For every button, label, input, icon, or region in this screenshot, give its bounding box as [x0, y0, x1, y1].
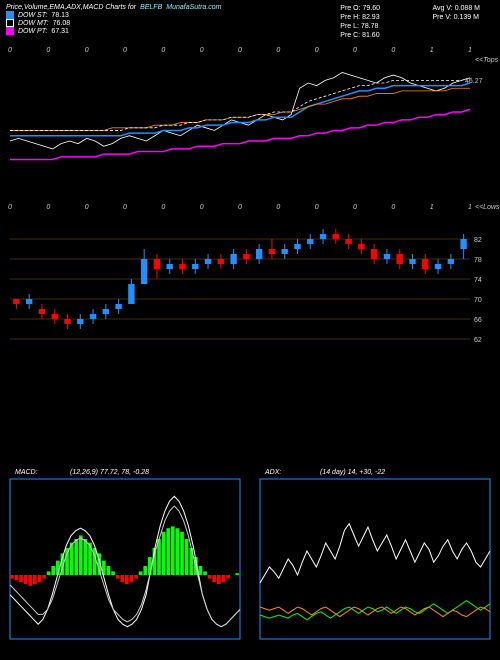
svg-text:82: 82 — [474, 237, 482, 244]
svg-text:0: 0 — [315, 204, 319, 211]
svg-text:74: 74 — [474, 277, 482, 284]
stat-h-label: Pre H: — [340, 14, 360, 21]
svg-text:0: 0 — [353, 204, 357, 211]
svg-text:0: 0 — [161, 47, 165, 54]
svg-text:<<Tops: <<Tops — [475, 57, 499, 64]
stat-o-label: Pre O: — [340, 5, 360, 12]
stat-c-val: 81.60 — [362, 32, 380, 39]
svg-text:0: 0 — [46, 204, 50, 211]
stat-c-label: Pre C: — [340, 32, 360, 39]
svg-text:0: 0 — [161, 204, 165, 211]
svg-text:0: 0 — [391, 204, 395, 211]
svg-text:46.27: 46.27 — [465, 78, 483, 85]
chart-header: Price,Volume,EMA,ADX,MACD Charts for BEL… — [0, 0, 500, 39]
svg-text:0: 0 — [46, 47, 50, 54]
svg-text:0: 0 — [200, 47, 204, 54]
stat-prev-label: Pre V: — [433, 14, 452, 21]
dow-mt-value: 76.08 — [53, 20, 71, 27]
svg-text:0: 0 — [200, 204, 204, 211]
svg-text:0: 0 — [353, 47, 357, 54]
dow-st-label: DOW ST: — [18, 12, 47, 19]
svg-text:(12,26,9) 77.72, 78, -0.28: (12,26,9) 77.72, 78, -0.28 — [70, 469, 149, 476]
svg-text:0: 0 — [85, 47, 89, 54]
svg-text:1: 1 — [468, 47, 472, 54]
stat-avgv-val: 0.088 M — [455, 5, 480, 12]
svg-text:0: 0 — [315, 47, 319, 54]
chart-title-prefix: Price,Volume,EMA,ADX,MACD Charts for — [6, 4, 136, 11]
svg-text:<<Lows: <<Lows — [475, 204, 500, 211]
svg-text:1: 1 — [430, 47, 434, 54]
svg-text:62: 62 — [474, 337, 482, 344]
svg-text:MACD:: MACD: — [15, 469, 38, 476]
ohlc-stats: Pre O: 79.60 Pre H: 82.93 Pre L: 78.78 P… — [340, 4, 380, 40]
svg-text:1: 1 — [430, 204, 434, 211]
stat-o-val: 79.60 — [362, 5, 380, 12]
svg-text:1: 1 — [468, 204, 472, 211]
svg-text:66: 66 — [474, 317, 482, 324]
svg-text:0: 0 — [238, 47, 242, 54]
source-label: MunafaSutra.com — [166, 4, 221, 11]
svg-text:0: 0 — [276, 47, 280, 54]
stat-prev-val: 0.139 M — [454, 14, 479, 21]
svg-text:(14 day) 14, +30, -22: (14 day) 14, +30, -22 — [320, 469, 385, 476]
stat-l-val: 78.78 — [361, 23, 379, 30]
chart-canvas: 0000000000011<<Tops46.270000000000011<<L… — [0, 39, 500, 649]
svg-text:0: 0 — [276, 204, 280, 211]
legend-swatch-st — [6, 11, 14, 19]
svg-text:0: 0 — [85, 204, 89, 211]
dow-st-value: 78.13 — [51, 12, 69, 19]
dow-pt-label: DOW PT: — [18, 28, 47, 35]
dow-mt-label: DOW MT: — [18, 20, 49, 27]
svg-text:ADX:: ADX: — [264, 469, 281, 476]
legend-swatch-mt — [6, 19, 14, 27]
dow-pt-value: 67.31 — [51, 28, 69, 35]
stat-l-label: Pre L: — [340, 23, 359, 30]
volume-stats: Avg V: 0.088 M Pre V: 0.139 M — [433, 4, 480, 22]
stat-h-val: 82.93 — [362, 14, 380, 21]
svg-text:0: 0 — [8, 204, 12, 211]
svg-text:78: 78 — [474, 257, 482, 264]
stat-avgv-label: Avg V: — [433, 5, 453, 12]
legend-swatch-pt — [6, 27, 14, 35]
svg-text:0: 0 — [123, 47, 127, 54]
svg-text:70: 70 — [474, 297, 482, 304]
svg-text:0: 0 — [238, 204, 242, 211]
svg-text:0: 0 — [391, 47, 395, 54]
svg-text:0: 0 — [8, 47, 12, 54]
svg-text:0: 0 — [123, 204, 127, 211]
ticker-symbol: BELFB — [140, 4, 162, 11]
